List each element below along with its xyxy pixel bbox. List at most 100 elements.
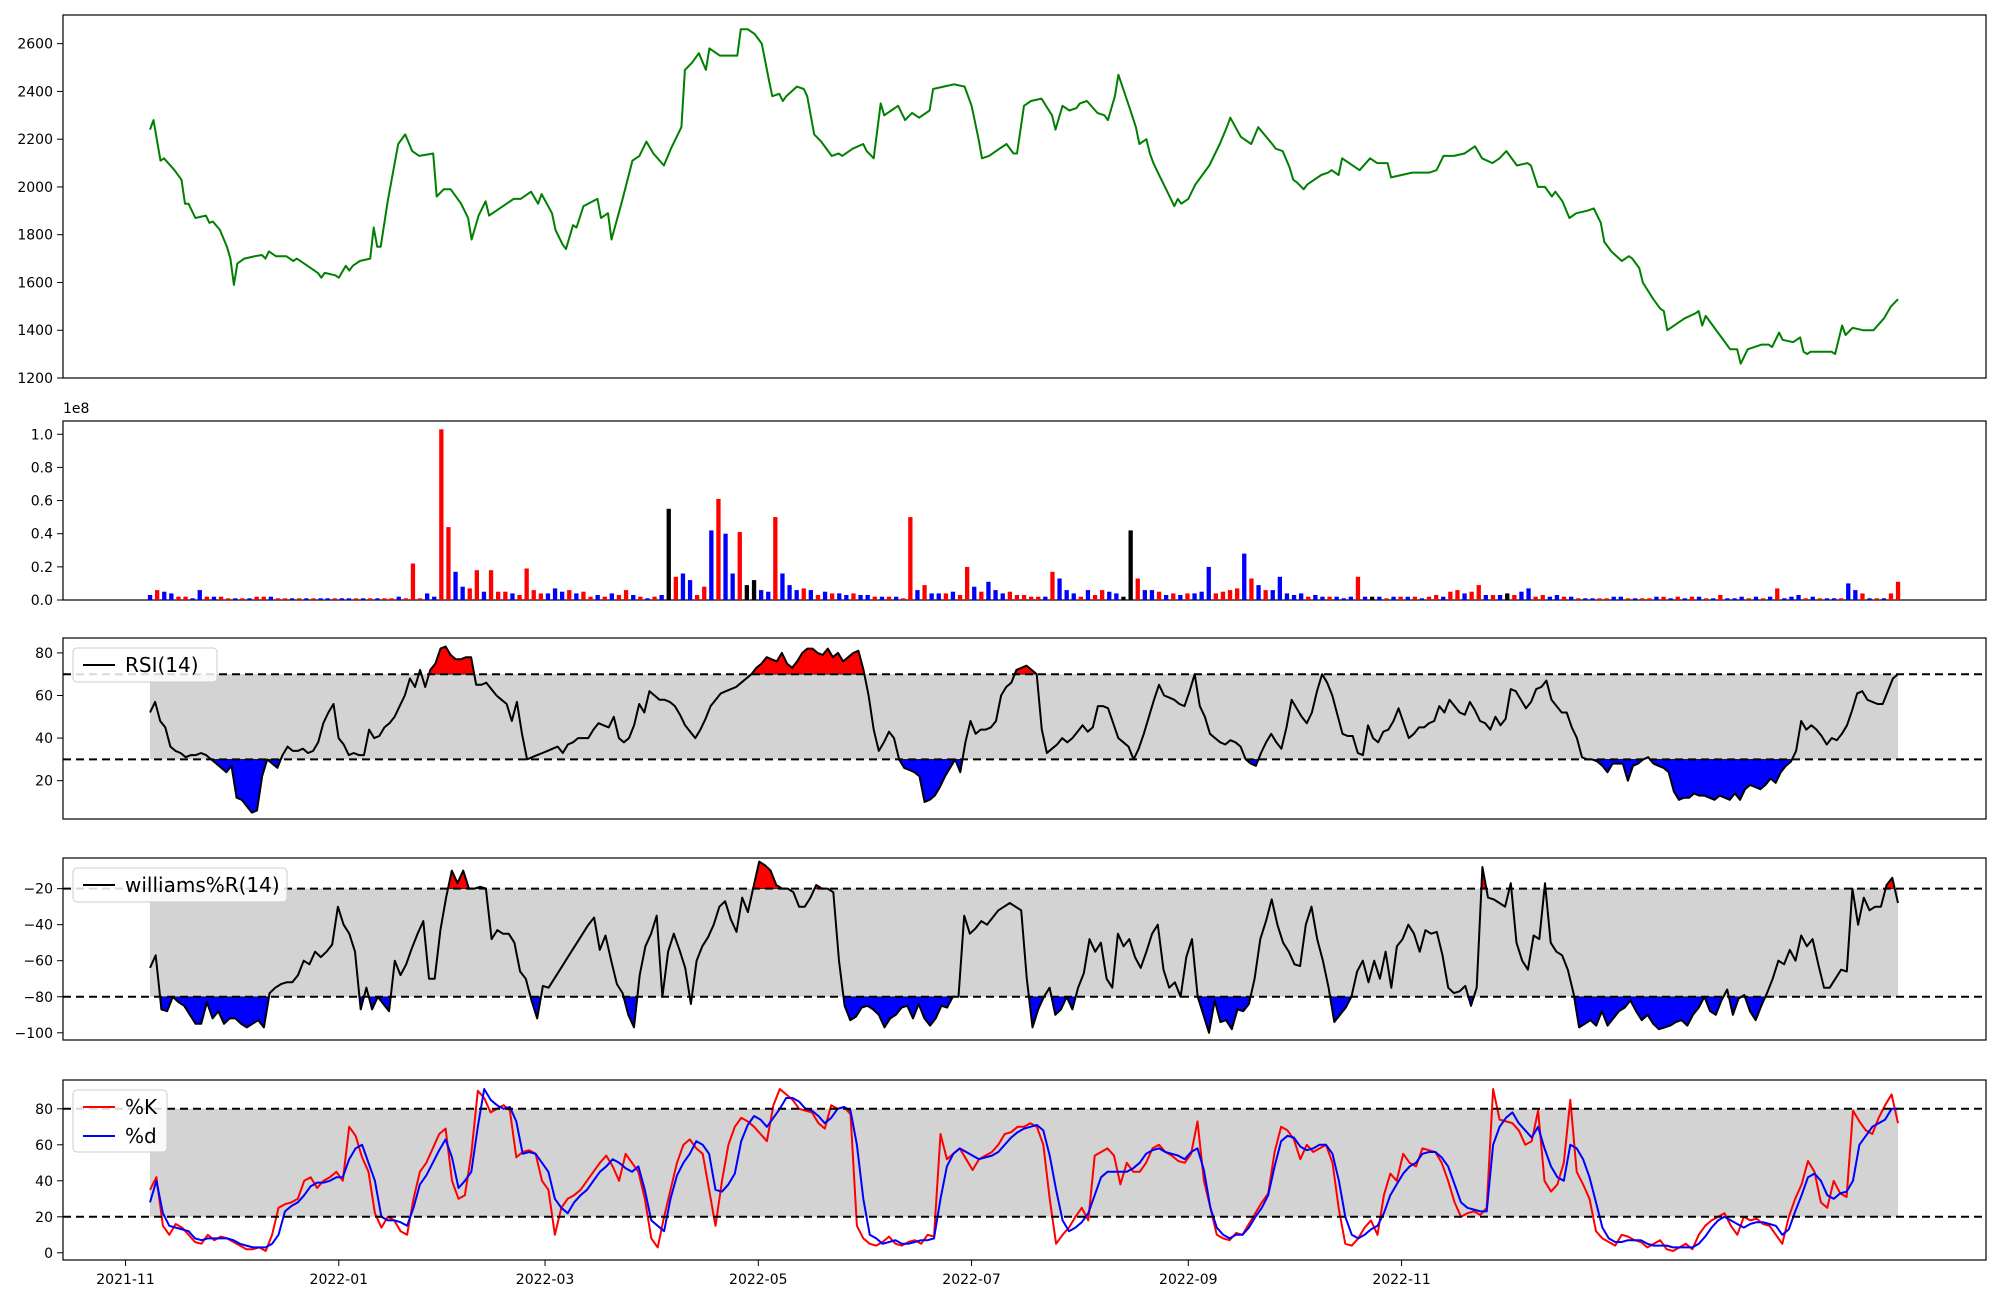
volume-bar bbox=[1881, 598, 1886, 600]
volume-bar bbox=[865, 595, 870, 600]
volume-bar bbox=[1434, 595, 1439, 600]
x-tick-label: 2022-01 bbox=[310, 1272, 369, 1288]
legend-label: williams%R(14) bbox=[125, 873, 280, 897]
volume-bar bbox=[943, 593, 948, 600]
volume-bar bbox=[1554, 595, 1560, 600]
volume-bar bbox=[1377, 596, 1382, 600]
volume-bar bbox=[1576, 598, 1581, 600]
volume-bar bbox=[751, 580, 757, 600]
volume-bar bbox=[275, 598, 281, 600]
volume-panel: 0.0 0.2 0.4 0.6 0.8 1.0 1e8 bbox=[31, 401, 1987, 609]
volume-bar bbox=[1867, 598, 1872, 600]
y-tick-label: 40 bbox=[35, 1174, 53, 1190]
volume-bar bbox=[581, 591, 586, 600]
volume-bar bbox=[496, 591, 501, 600]
volume-bar bbox=[929, 593, 934, 600]
y-tick-label: 80 bbox=[35, 1102, 53, 1118]
volume-bar bbox=[1519, 591, 1524, 600]
volume-bar bbox=[425, 593, 430, 600]
rsi-line bbox=[149, 645, 1899, 814]
y-tick-label: 2000 bbox=[17, 180, 53, 196]
volume-bar bbox=[1718, 595, 1723, 600]
volume-bar bbox=[1775, 588, 1780, 600]
volume-bar bbox=[1142, 590, 1147, 600]
volume-bar bbox=[673, 576, 678, 600]
volume-bar bbox=[730, 573, 735, 600]
volume-bar bbox=[1249, 578, 1254, 600]
volume-bar bbox=[1746, 598, 1751, 600]
volume-bar bbox=[1291, 595, 1297, 600]
volume-bar bbox=[1171, 593, 1176, 600]
volume-bar bbox=[1014, 595, 1020, 600]
volume-bar bbox=[723, 533, 728, 600]
volume-bar bbox=[1860, 593, 1865, 600]
volume-bar bbox=[1235, 588, 1240, 600]
legend-label: RSI(14) bbox=[125, 653, 199, 677]
volume-bar bbox=[1277, 576, 1282, 600]
y-tick-label: 0.6 bbox=[31, 494, 53, 510]
volume-bar bbox=[183, 596, 188, 600]
y-tick-label: −100 bbox=[15, 1026, 53, 1042]
volume-bar bbox=[1768, 596, 1773, 600]
volume-bar bbox=[346, 598, 352, 600]
volume-bar bbox=[922, 585, 927, 600]
volume-bar bbox=[1633, 598, 1638, 600]
volume-bar bbox=[417, 598, 423, 600]
price-line bbox=[149, 28, 1899, 365]
legend-box bbox=[72, 867, 288, 903]
volume-bar bbox=[1029, 596, 1034, 600]
volume-bar bbox=[339, 598, 344, 600]
volume-bar bbox=[574, 593, 579, 600]
volume-bar bbox=[680, 573, 686, 600]
volume-bar bbox=[268, 596, 273, 600]
volume-bar bbox=[1704, 598, 1709, 600]
y-tick-label: 20 bbox=[35, 1210, 53, 1226]
volume-bar bbox=[1149, 590, 1155, 600]
volume-bar bbox=[1391, 596, 1396, 600]
y-tick-label: 2600 bbox=[17, 37, 53, 53]
volume-bar bbox=[1213, 593, 1218, 600]
volume-bar bbox=[1853, 590, 1858, 600]
plot-frame bbox=[62, 637, 1987, 820]
volume-bar bbox=[1839, 598, 1844, 600]
volume-bar bbox=[1412, 596, 1417, 600]
volume-bar bbox=[162, 591, 167, 600]
plot-frame bbox=[62, 14, 1987, 379]
volume-bar bbox=[709, 530, 714, 600]
volume-bar bbox=[1597, 598, 1602, 600]
volume-bar bbox=[1007, 591, 1012, 600]
volume-bar bbox=[1625, 598, 1631, 600]
volume-bar bbox=[197, 590, 202, 600]
volume-bar bbox=[1661, 596, 1666, 600]
volume-bar bbox=[787, 585, 792, 600]
volume-bar bbox=[1362, 596, 1368, 600]
volume-bar bbox=[1647, 598, 1652, 600]
volume-bar bbox=[1384, 598, 1389, 600]
volume-bar bbox=[1497, 595, 1503, 600]
volume-bar bbox=[1455, 590, 1460, 600]
y-tick-label: 1600 bbox=[17, 275, 53, 291]
y-tick-label: 40 bbox=[35, 731, 53, 747]
volume-bar bbox=[993, 590, 998, 600]
volume-bar bbox=[588, 596, 593, 600]
oversold-fill bbox=[843, 996, 959, 1029]
legend-label: %K bbox=[125, 1095, 158, 1119]
volume-bar bbox=[282, 598, 288, 600]
x-tick-label: 2022-11 bbox=[1372, 1272, 1431, 1288]
volume-bar bbox=[638, 596, 643, 600]
volume-bar bbox=[886, 596, 892, 600]
y-tick-label: −40 bbox=[23, 918, 53, 934]
volume-bar bbox=[908, 517, 913, 600]
volume-bar bbox=[1888, 593, 1894, 600]
volume-bar bbox=[1540, 595, 1545, 600]
volume-bar bbox=[432, 596, 437, 600]
volume-bar bbox=[1370, 596, 1375, 600]
volume-bar bbox=[936, 593, 941, 600]
volume-bar bbox=[1654, 596, 1659, 600]
volume-bar bbox=[1306, 596, 1311, 600]
plot-frame bbox=[62, 857, 1987, 1041]
y-tick-label: 1200 bbox=[17, 371, 53, 387]
plot-frame bbox=[62, 420, 1987, 601]
volume-bar bbox=[808, 590, 813, 600]
volume-bar bbox=[609, 593, 614, 600]
